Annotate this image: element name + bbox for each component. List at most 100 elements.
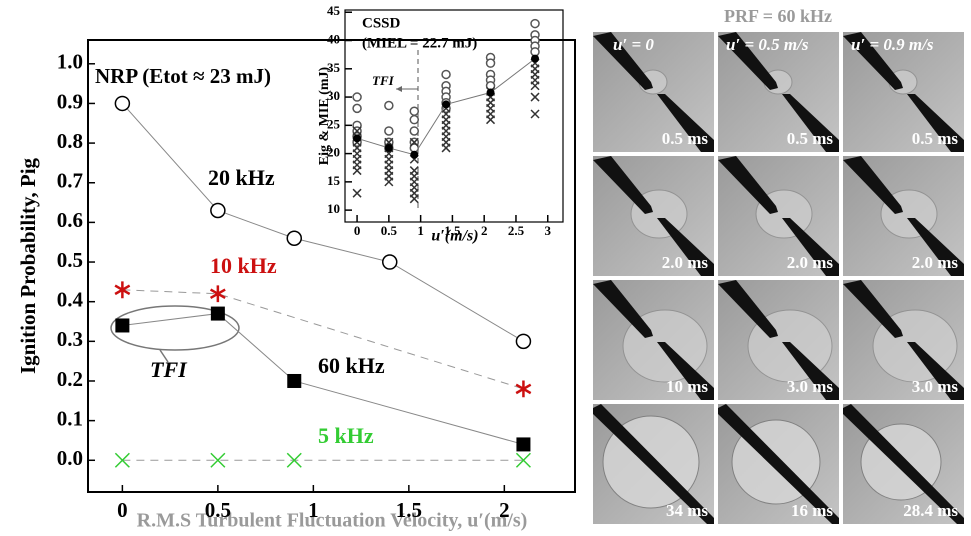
marker: [384, 143, 393, 152]
marker: [352, 188, 362, 198]
electrode: [907, 218, 964, 276]
marker: [530, 109, 540, 119]
marker: [353, 134, 362, 143]
series-label: 60 kHz: [318, 353, 385, 378]
electrode: [593, 156, 653, 214]
time-label: 2.0 ms: [912, 253, 959, 272]
y-tick-label: 15: [327, 173, 341, 188]
x-tick-label: 0: [117, 498, 128, 522]
electrode: [593, 32, 653, 90]
time-label: 0.5 ms: [787, 129, 834, 148]
marker: [530, 92, 540, 102]
marker: [287, 373, 302, 388]
marker: [286, 230, 303, 246]
electrode: [782, 94, 839, 152]
electrode: [593, 404, 714, 524]
x-tick-label: 1.5: [444, 223, 461, 238]
time-label: 0.5 ms: [912, 129, 959, 148]
marker: [114, 95, 131, 112]
series-label: 5 kHz: [318, 423, 374, 448]
column-label: u′ = 0: [613, 35, 654, 54]
electrode: [843, 32, 903, 90]
grid-title: PRF = 60 kHz: [724, 6, 832, 26]
series-label: 10 kHz: [210, 253, 277, 278]
y-tick-label: 45: [327, 3, 341, 18]
y-tick-label: 0.8: [57, 129, 83, 153]
series-label: 20 kHz: [208, 165, 275, 190]
electrode: [782, 342, 839, 400]
marker: [210, 306, 225, 321]
marker: [485, 58, 496, 68]
marker: [409, 114, 420, 125]
electrode: [843, 156, 903, 214]
marker: [530, 81, 540, 91]
inset-annotation: TFI: [372, 73, 395, 88]
y-tick-label: 1.0: [57, 50, 83, 74]
y-axis-label: Ignition Probability, Pig: [16, 157, 40, 374]
marker: [409, 106, 420, 116]
marker: [410, 150, 419, 159]
plot-frame: [87, 39, 576, 493]
marker: [409, 137, 419, 147]
y-tick-label: 10: [327, 201, 340, 216]
time-label: 34 ms: [666, 501, 708, 520]
marker: [441, 69, 451, 80]
electrode: [843, 404, 964, 524]
y-tick-label: 25: [327, 116, 341, 131]
series-line: [356, 58, 536, 156]
marker: [114, 452, 130, 468]
marker: [515, 333, 532, 350]
inset-x-label: u′(m/s): [431, 228, 478, 245]
electrode: [718, 32, 778, 90]
annotation: NRP (Etot ≈ 23 mJ): [95, 64, 271, 88]
x-tick-label: 0.5: [205, 498, 231, 522]
electrode: [718, 404, 839, 524]
marker: [210, 452, 226, 468]
marker: [441, 143, 451, 153]
x-tick-label: 2.5: [508, 223, 525, 238]
x-axis-label: R.M.S Turbulent Fluctuation Velocity, u′…: [137, 510, 528, 532]
inset-title: CSSD: [362, 15, 401, 31]
marker: [384, 100, 394, 111]
leader: [159, 349, 169, 363]
y-tick-label: 0.4: [57, 287, 84, 311]
series-line: [122, 289, 524, 390]
time-label: 10 ms: [666, 377, 708, 396]
y-tick-label: 0.6: [57, 208, 83, 232]
x-tick-label: 1.5: [396, 498, 422, 522]
electrode: [657, 218, 714, 276]
y-tick-label: 0.5: [57, 248, 83, 272]
marker: [115, 318, 130, 333]
column-label: u′ = 0.9 m/s: [851, 35, 934, 54]
marker: [486, 88, 495, 97]
inset-subtitle: (MIEL = 22.7 mJ): [362, 35, 477, 51]
marker: [531, 54, 540, 63]
time-label: 3.0 ms: [912, 377, 959, 396]
electrode: [593, 280, 653, 338]
electrode: [907, 94, 964, 152]
marker: [209, 285, 226, 303]
time-label: 28.4 ms: [903, 501, 958, 520]
series-line: [122, 313, 524, 445]
electrode: [657, 342, 714, 400]
marker: [352, 103, 362, 114]
annotation: TFI: [150, 357, 188, 382]
marker: [515, 452, 531, 468]
electrode: [718, 280, 778, 338]
x-tick-label: 1: [308, 498, 319, 522]
time-label: 16 ms: [791, 501, 833, 520]
marker: [286, 452, 302, 468]
time-label: 0.5 ms: [662, 129, 709, 148]
x-tick-label: 1: [417, 223, 424, 238]
y-tick-label: 0.0: [57, 446, 83, 470]
marker: [384, 126, 394, 136]
time-label: 3.0 ms: [787, 377, 834, 396]
marker: [409, 126, 420, 136]
y-tick-label: 0.3: [57, 327, 83, 351]
time-label: 2.0 ms: [662, 253, 709, 272]
electrode: [843, 280, 903, 338]
marker: [114, 281, 131, 299]
x-tick-label: 2: [499, 498, 510, 522]
marker: [442, 100, 451, 109]
column-label: u′ = 0.5 m/s: [726, 35, 809, 54]
